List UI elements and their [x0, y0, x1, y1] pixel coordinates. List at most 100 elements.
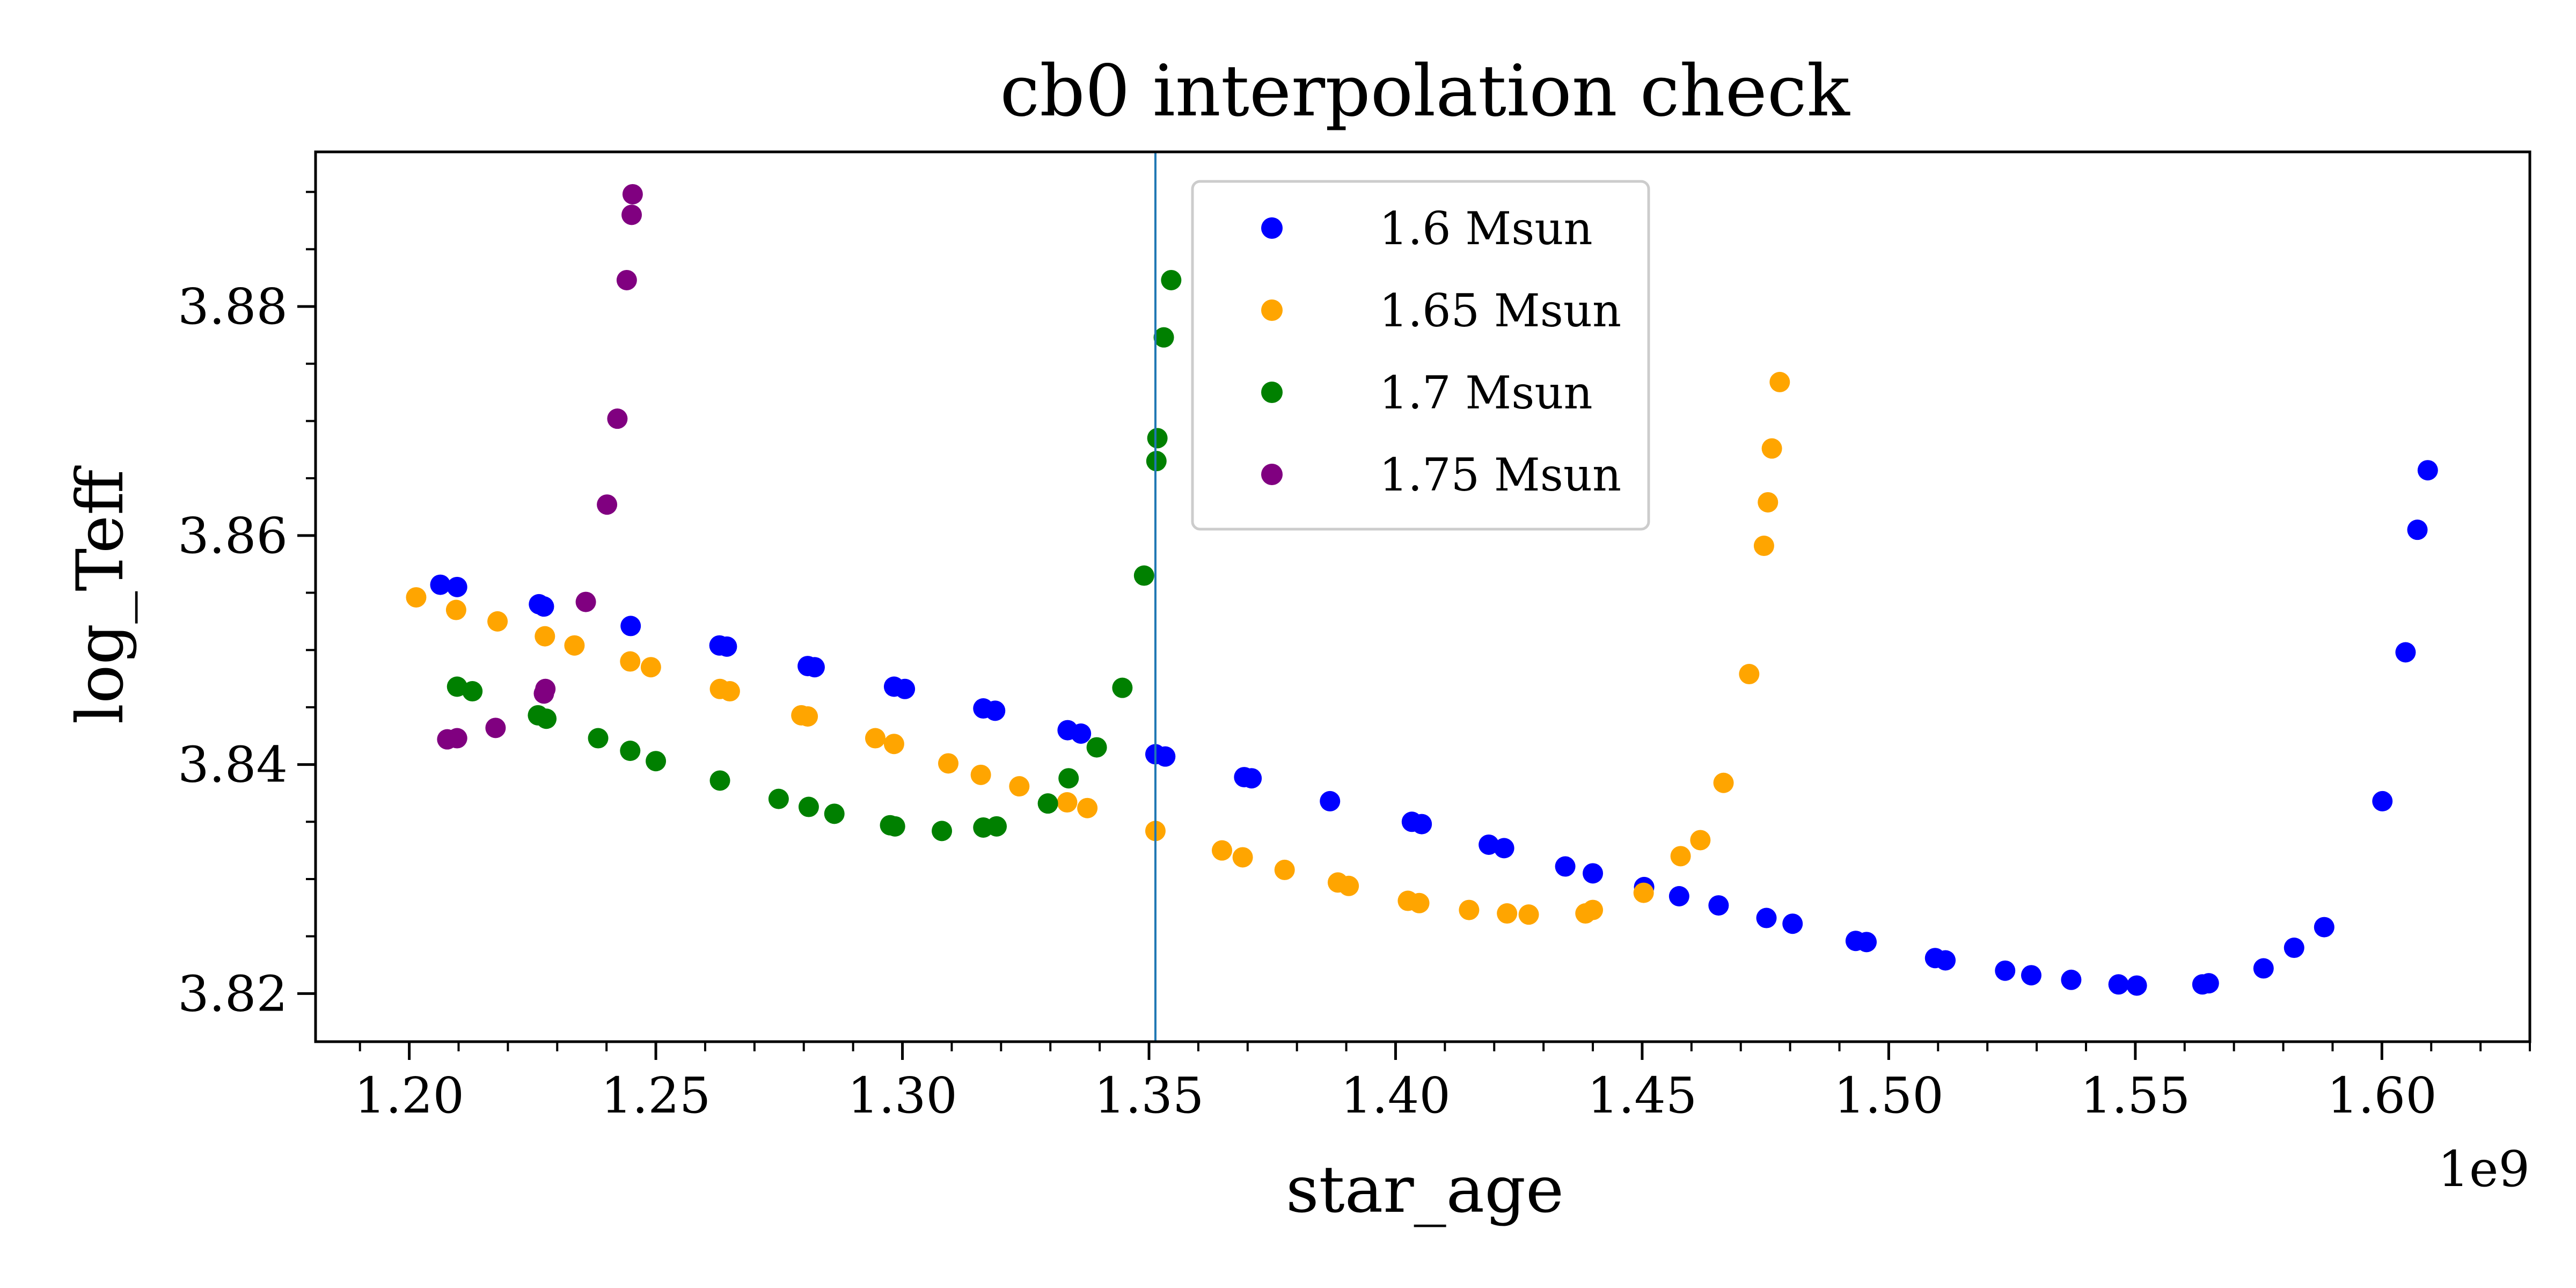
data-point	[1708, 895, 1729, 916]
x-tick-label: 1.45	[1587, 1067, 1697, 1124]
data-point	[1761, 438, 1782, 459]
data-point	[622, 184, 643, 204]
x-axis-ticks: 1.20 1.25 1.30 1.35 1.40 1.45 1.50 1.55 1.60	[354, 1042, 2531, 1124]
legend-frame	[1191, 180, 1650, 531]
x-tick-label: 1.25	[601, 1067, 711, 1124]
x-tick-label: 1.30	[847, 1067, 957, 1124]
data-point	[2061, 969, 2082, 990]
x-tick-label: 1.50	[1834, 1067, 1944, 1124]
data-point	[640, 657, 661, 678]
data-point	[985, 700, 1006, 721]
data-point	[1058, 768, 1079, 789]
x-tick-label: 1.55	[2080, 1067, 2190, 1124]
data-point	[1555, 856, 1576, 877]
data-point	[1338, 875, 1359, 896]
data-point	[485, 718, 506, 738]
data-point	[932, 821, 953, 841]
y-axis-ticks: 3.82 3.84 3.86 3.88	[178, 191, 316, 1022]
data-point	[2198, 973, 2219, 994]
data-point	[1211, 840, 1232, 861]
x-tick-label: 1.60	[2327, 1067, 2437, 1124]
data-point	[883, 734, 904, 755]
data-point	[1769, 371, 1790, 392]
data-point	[447, 576, 467, 597]
data-point	[1713, 772, 1734, 793]
data-point	[487, 611, 508, 632]
data-point	[1232, 847, 1253, 868]
data-point	[2417, 460, 2438, 481]
x-axis-offset-label: 1e9	[2438, 1140, 2530, 1198]
data-point	[797, 706, 818, 727]
data-point	[620, 616, 641, 636]
data-point	[1739, 664, 1760, 685]
x-tick-label: 1.35	[1094, 1067, 1204, 1124]
data-point	[620, 651, 641, 672]
data-point	[1668, 886, 1689, 907]
data-point	[970, 764, 991, 785]
data-point	[1077, 797, 1098, 818]
data-point	[533, 596, 554, 617]
data-point	[1690, 830, 1711, 851]
data-point	[2395, 642, 2416, 663]
data-point	[719, 681, 740, 702]
data-point	[1057, 792, 1078, 813]
data-point	[1670, 846, 1691, 867]
data-point	[2021, 965, 2041, 986]
data-point	[1479, 834, 1499, 855]
legend-marker	[1261, 299, 1283, 321]
data-point	[2314, 917, 2334, 938]
data-point	[1782, 913, 1803, 934]
data-point	[1409, 892, 1430, 913]
data-point	[768, 788, 789, 809]
data-point	[535, 678, 556, 699]
data-point	[1935, 950, 1956, 971]
data-point	[564, 635, 585, 656]
legend-item: 1.6 Msun	[1261, 202, 1593, 255]
data-point	[716, 636, 737, 657]
data-point	[1459, 899, 1480, 920]
data-point	[1274, 859, 1295, 880]
plot-frame	[314, 150, 2531, 1043]
data-point	[430, 574, 451, 595]
data-points	[406, 184, 2438, 996]
y-axis-label: log_Teff	[63, 465, 138, 724]
data-point	[884, 816, 905, 837]
legend-label: 1.75 Msun	[1379, 449, 1621, 501]
legend-item: 1.75 Msun	[1261, 449, 1621, 501]
data-point	[1995, 960, 2016, 981]
data-point	[865, 728, 885, 749]
y-tick-label: 3.88	[178, 278, 288, 335]
data-point	[2108, 974, 2129, 995]
data-point	[616, 269, 637, 290]
data-point	[536, 708, 557, 729]
data-point	[1753, 536, 1774, 557]
data-point	[1494, 838, 1514, 859]
data-point	[406, 587, 427, 608]
data-point	[1133, 565, 1154, 586]
x-tick-label: 1.40	[1341, 1067, 1451, 1124]
data-point	[1112, 677, 1133, 698]
data-point	[2284, 938, 2304, 958]
y-tick-label: 3.86	[178, 507, 288, 565]
data-point	[1633, 882, 1654, 903]
data-point	[1241, 768, 1262, 789]
data-point	[1009, 776, 1030, 797]
data-point	[597, 494, 618, 515]
data-point	[575, 591, 596, 612]
data-point	[1756, 908, 1777, 928]
x-axis-label: star_age	[1286, 1153, 1564, 1227]
legend-item: 1.65 Msun	[1261, 284, 1621, 337]
data-point	[588, 728, 609, 749]
data-point	[798, 796, 819, 817]
data-point	[1497, 903, 1518, 924]
data-point	[1583, 899, 1604, 920]
data-point	[445, 599, 466, 620]
data-point	[447, 728, 467, 749]
data-point	[646, 751, 667, 772]
legend-label: 1.7 Msun	[1379, 367, 1593, 419]
data-point	[1037, 793, 1058, 814]
data-point	[621, 204, 642, 225]
legend: 1.6 Msun 1.65 Msun 1.7 Msun 1.75 Msun	[1191, 180, 1650, 531]
data-point	[1583, 863, 1604, 884]
legend-marker	[1261, 217, 1283, 239]
